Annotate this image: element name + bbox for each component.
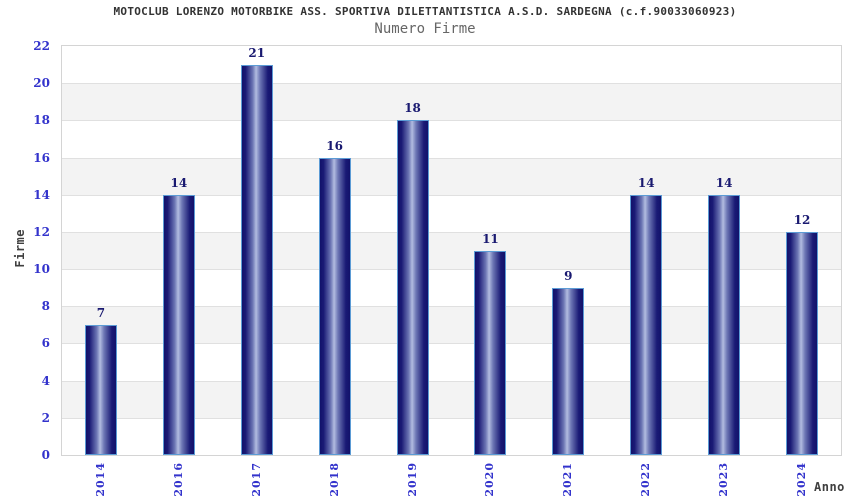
x-tick-label: 2016	[171, 462, 185, 497]
y-tick-label: 18	[33, 113, 50, 128]
bar-value-label: 14	[170, 175, 188, 190]
x-tick-label: 2022	[639, 462, 653, 497]
y-tick-label: 10	[33, 262, 50, 277]
y-tick-label: 6	[41, 336, 50, 351]
x-tick-label: 2018	[327, 462, 341, 497]
bar-value-label: 21	[248, 45, 266, 60]
bar-2019	[396, 120, 429, 455]
y-tick-label: 4	[41, 373, 50, 388]
bar-value-label: 7	[96, 305, 106, 320]
bar-2020	[474, 250, 507, 455]
bar-2018	[318, 157, 351, 455]
grid-band	[62, 120, 841, 158]
y-tick-label: 20	[33, 76, 50, 91]
x-tick-label: 2017	[249, 462, 263, 497]
grid-line	[62, 269, 841, 271]
grid-line	[62, 343, 841, 345]
chart-title: MOTOCLUB LORENZO MOTORBIKE ASS. SPORTIVA…	[113, 5, 737, 18]
x-axis-title: Anno	[814, 480, 845, 494]
grid-line	[62, 417, 841, 419]
y-tick-label: 14	[33, 187, 50, 202]
x-tick-label: 2023	[717, 462, 731, 497]
y-tick-label: 12	[33, 224, 50, 239]
grid-line	[62, 194, 841, 196]
y-tick-label: 0	[41, 448, 50, 462]
grid-line	[62, 157, 841, 159]
bar-value-label: 11	[482, 231, 499, 246]
grid-line	[62, 120, 841, 122]
y-tick-label: 16	[33, 150, 50, 165]
y-tick-label: 22	[33, 39, 50, 53]
bar-value-label: 9	[564, 268, 573, 283]
plot-inner: 7 14 21 16 18 11 9 14 14 12	[62, 46, 841, 455]
x-tick-label: 2021	[561, 462, 575, 497]
y-tick-label: 8	[41, 299, 50, 314]
grid-line	[62, 231, 841, 233]
x-tick-label: 2020	[483, 462, 497, 497]
bar-2017	[240, 64, 273, 455]
grid-band	[62, 46, 841, 84]
bar-2014	[84, 324, 117, 455]
bar-value-label: 14	[715, 175, 733, 190]
bar-2024	[786, 231, 819, 455]
plot-area: 7 14 21 16 18 11 9 14 14 12	[61, 45, 842, 456]
bar-2022	[630, 194, 663, 455]
grid-line	[62, 380, 841, 382]
x-tick-label: 2024	[795, 462, 809, 497]
grid-band	[62, 83, 841, 121]
grid-line	[62, 83, 841, 85]
x-tick-label: 2014	[93, 462, 107, 497]
bar-2023	[708, 194, 741, 455]
bar-2021	[552, 287, 585, 455]
chart-subtitle: Numero Firme	[374, 21, 476, 37]
bar-2016	[162, 194, 195, 455]
bar-value-label: 14	[637, 175, 655, 190]
x-tick-label: 2019	[405, 462, 419, 497]
grid-line	[62, 306, 841, 308]
bar-value-label: 18	[404, 101, 421, 116]
bar-value-label: 12	[793, 212, 811, 227]
grid-band	[62, 157, 841, 195]
bar-value-label: 16	[326, 138, 343, 153]
y-tick-label: 2	[41, 410, 50, 425]
